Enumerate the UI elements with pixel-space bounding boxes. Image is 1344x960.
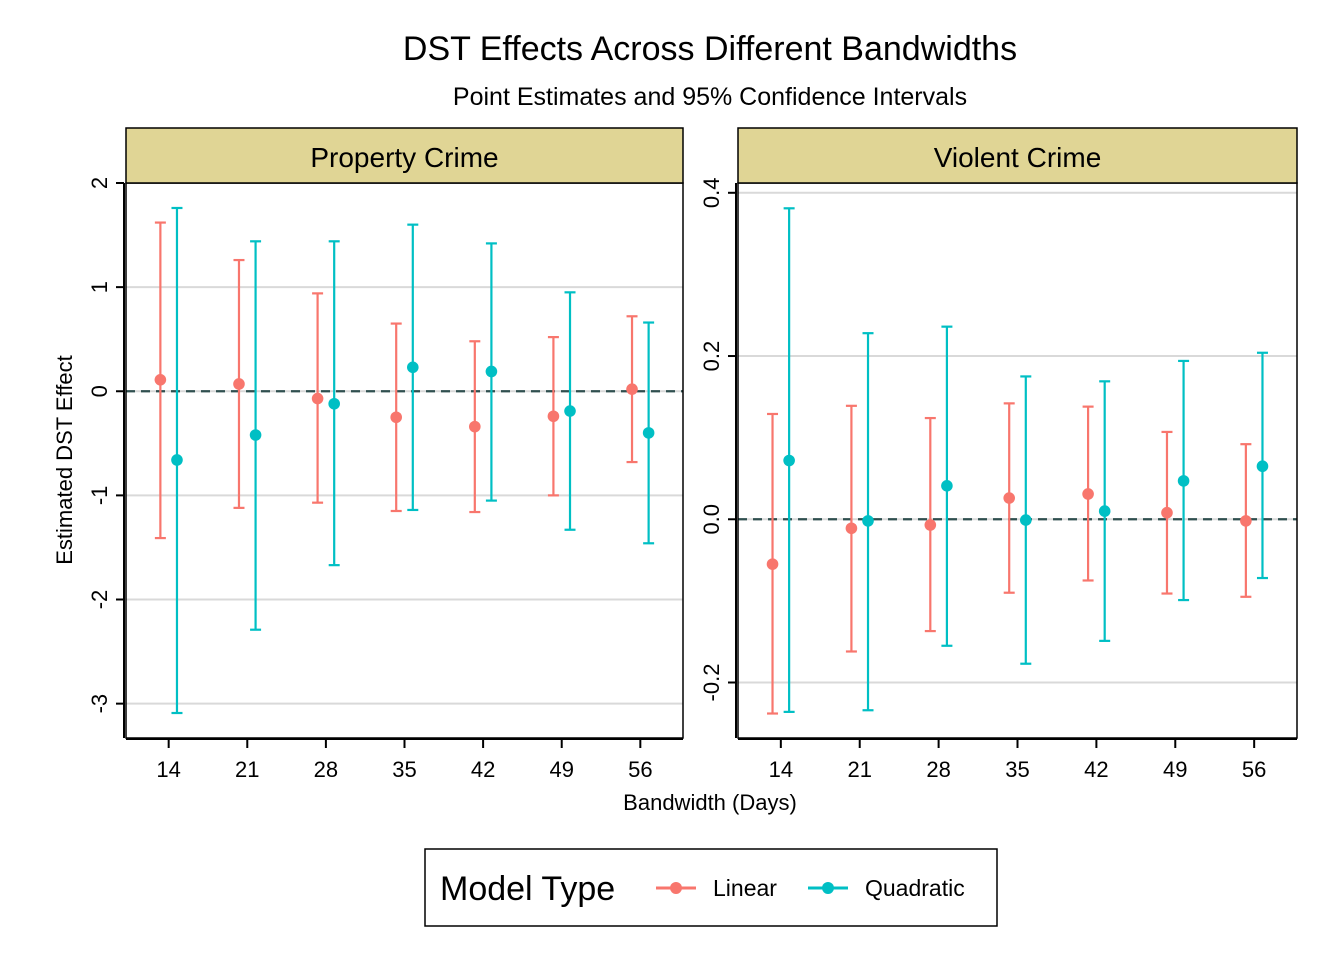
plot-area <box>126 183 683 738</box>
legend-key-linear-dot <box>670 882 682 894</box>
x-tick-label: 35 <box>392 757 416 782</box>
linear-point <box>845 522 858 535</box>
linear-point <box>547 410 560 423</box>
x-tick-label: 42 <box>1084 757 1108 782</box>
linear-point <box>1240 515 1252 527</box>
legend-label-linear: Linear <box>713 875 777 901</box>
chart-title: DST Effects Across Different Bandwidths <box>403 30 1017 68</box>
linear-point <box>233 378 245 390</box>
quadratic-point <box>407 361 419 374</box>
linear-point <box>1082 488 1094 500</box>
x-tick-label: 14 <box>769 757 793 782</box>
panel-violent-crime: Violent Crime -0.2 0.0 0.2 0.4 14 21 28 35 42 49 56 <box>699 127 1298 782</box>
quadratic-point <box>564 405 576 417</box>
y-tick-label: 1 <box>87 281 112 293</box>
x-axis-label: Bandwidth (Days) <box>623 790 797 815</box>
legend-label-quadratic: Quadratic <box>865 875 965 901</box>
x-tick-label: 28 <box>314 757 338 782</box>
legend-item-quadratic: Quadratic <box>808 875 965 901</box>
y-tick-label: -0.2 <box>699 664 724 702</box>
y-tick-label: -2 <box>87 590 112 610</box>
strip-header <box>737 127 1298 184</box>
x-tick-label: 28 <box>926 757 950 782</box>
strip-label: Property Crime <box>310 142 498 173</box>
linear-point <box>469 420 481 433</box>
linear-point <box>311 392 324 405</box>
y-tick-label: 2 <box>87 177 112 189</box>
linear-point <box>390 411 403 424</box>
quadratic-point <box>249 429 262 441</box>
legend-box <box>424 848 998 927</box>
x-tick-label: 21 <box>847 757 871 782</box>
strip-label: Violent Crime <box>934 142 1102 173</box>
quadratic-point <box>642 427 655 439</box>
quadratic-point <box>1256 460 1269 473</box>
x-tick-label: 14 <box>156 757 180 782</box>
linear-point <box>1003 492 1015 504</box>
y-axis-label: Estimated DST Effect <box>52 355 77 565</box>
y-tick-label: -3 <box>87 694 112 714</box>
y-tick-label: 0 <box>87 385 112 397</box>
quadratic-point <box>1098 505 1111 517</box>
y-tick-label: 0.4 <box>699 177 724 208</box>
y-tick-label: 0.0 <box>699 504 724 535</box>
linear-point <box>766 558 779 570</box>
quadratic-point <box>862 515 874 527</box>
quadratic-point <box>941 480 953 492</box>
linear-point <box>1161 506 1173 519</box>
y-tick-label: 0.2 <box>699 341 724 372</box>
linear-point <box>924 519 937 531</box>
quadratic-point <box>783 454 795 467</box>
x-tick-label: 49 <box>1163 757 1187 782</box>
legend-title: Model Type <box>440 870 615 908</box>
quadratic-point <box>1020 514 1032 526</box>
x-tick-label: 49 <box>549 757 573 782</box>
legend: Model Type Linear Quadratic <box>424 848 998 927</box>
panel-property-crime: Property Crime -3 -2 -1 0 1 2 14 21 28 35 42 49 56 <box>87 127 684 782</box>
quadratic-point <box>1177 475 1190 487</box>
quadratic-point <box>485 365 498 378</box>
y-tick-label: -1 <box>87 486 112 506</box>
x-tick-label: 35 <box>1005 757 1029 782</box>
linear-point <box>626 383 638 395</box>
linear-point <box>154 374 167 386</box>
x-tick-label: 21 <box>235 757 259 782</box>
quadratic-point <box>171 454 183 466</box>
quadratic-point <box>328 397 340 410</box>
x-tick-label: 42 <box>471 757 495 782</box>
x-tick-label: 56 <box>1242 757 1266 782</box>
legend-item-linear: Linear <box>656 875 777 901</box>
plot-area <box>738 183 1297 738</box>
legend-key-quadratic-dot <box>822 882 834 894</box>
strip-header <box>125 127 684 184</box>
chart-subtitle: Point Estimates and 95% Confidence Inter… <box>453 83 967 111</box>
x-tick-label: 56 <box>628 757 652 782</box>
